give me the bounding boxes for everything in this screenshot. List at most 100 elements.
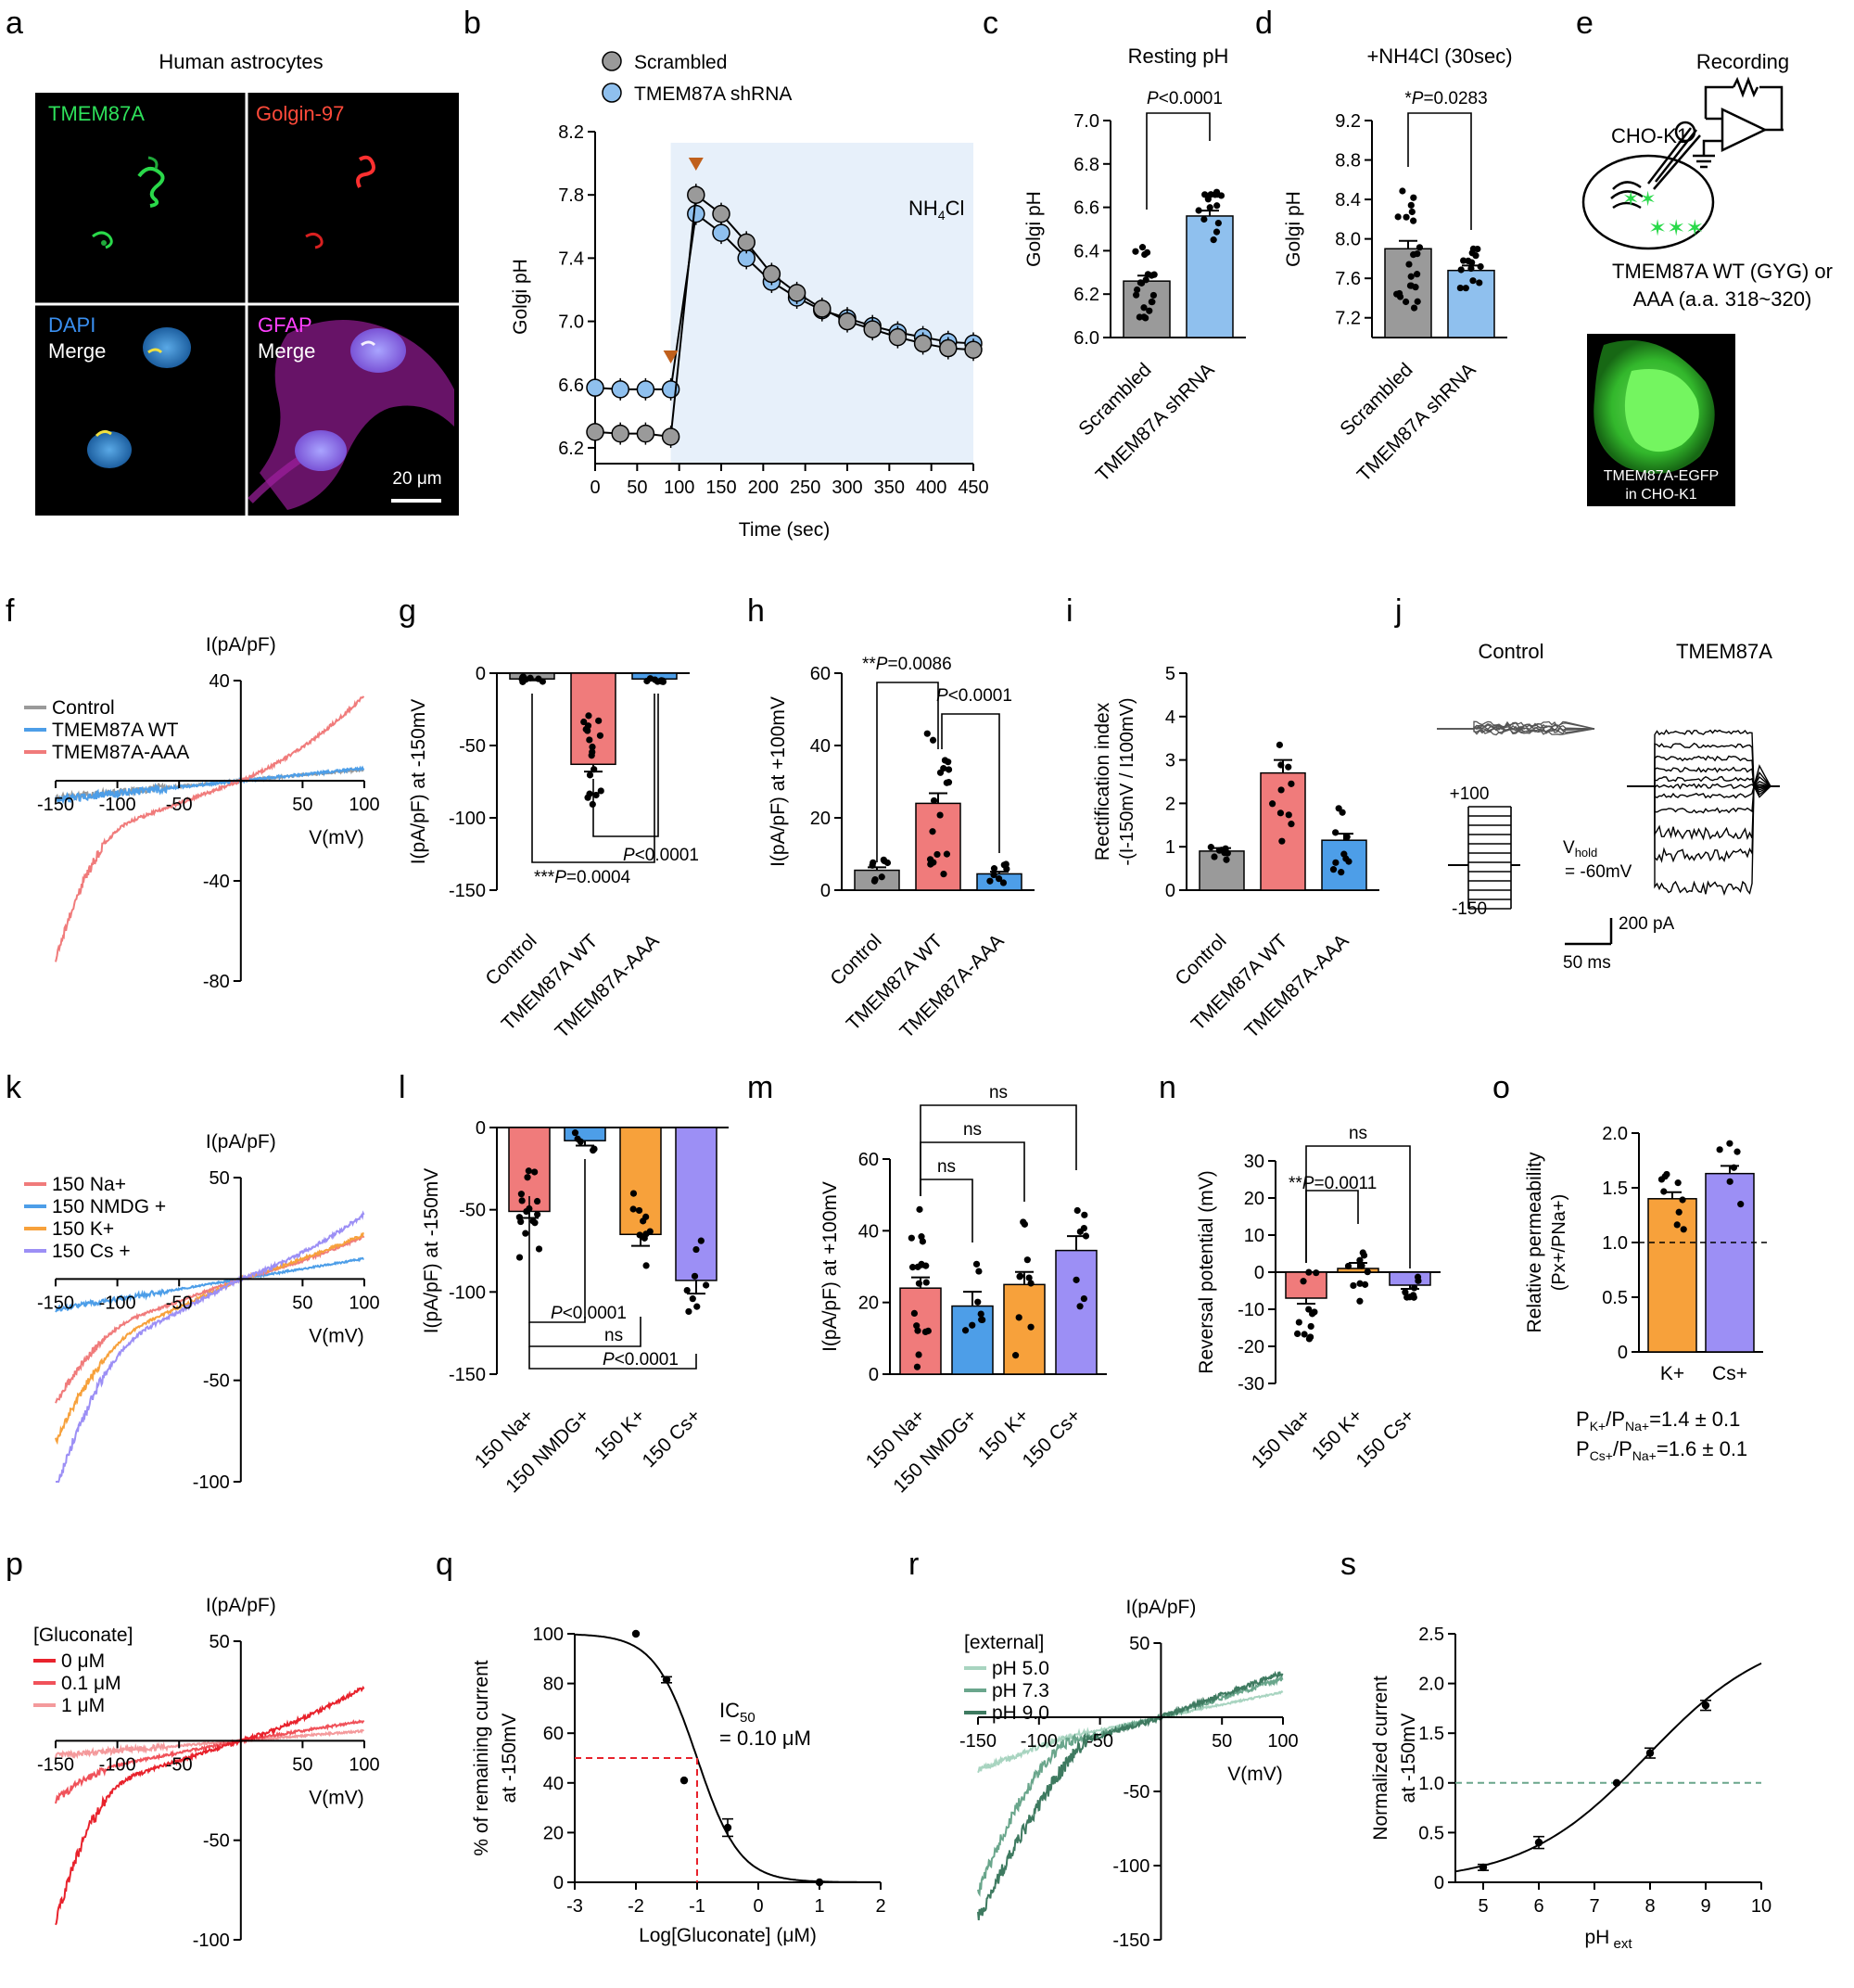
legend-marker	[602, 51, 622, 71]
y-tick-label: 0	[820, 881, 831, 901]
data-point	[519, 674, 527, 682]
channel-label: GFAP	[258, 313, 312, 337]
x-axis-label: Time (sec)	[739, 519, 830, 541]
iv-trace	[55, 1728, 364, 1760]
iv-trace	[55, 1256, 364, 1313]
y-tick-label: 7.0	[1073, 111, 1099, 132]
data-point	[1146, 307, 1153, 314]
data-point	[961, 1327, 970, 1334]
data-point	[723, 1823, 732, 1832]
data-point	[1469, 277, 1477, 285]
tmem-traces	[1627, 729, 1780, 897]
data-point	[1726, 1140, 1733, 1147]
data-point	[687, 204, 705, 223]
data-point	[1213, 228, 1221, 236]
control-trace	[1437, 727, 1595, 735]
y-tick-label: 8.0	[1335, 230, 1361, 250]
y-axis-label: I(pA/pF) at -150mV	[408, 699, 429, 865]
y-axis-label-2: -(I-150mV / I100mV)	[1117, 697, 1137, 865]
y-tick-label: -30	[1238, 1374, 1264, 1395]
data-point	[1361, 1281, 1369, 1288]
y-tick-label: 6.6	[558, 376, 584, 396]
tmem-trace	[1627, 729, 1780, 798]
channel-label: TMEM87A	[48, 102, 145, 125]
y-tick-label: 0.5	[1418, 1823, 1444, 1843]
data-point	[878, 873, 885, 881]
y-tick-label: 7.0	[558, 312, 584, 333]
data-point	[580, 718, 588, 726]
y-tick-label: 0	[1254, 1263, 1264, 1283]
y-tick-label: 7.6	[1335, 269, 1361, 289]
significance-bracket	[528, 1159, 586, 1323]
iv-trace	[56, 1210, 365, 1483]
bar	[1285, 1271, 1327, 1299]
data-point	[712, 204, 730, 223]
panel-label: b	[464, 6, 481, 41]
data-point	[1356, 1297, 1364, 1305]
y-tick-label: 1.5	[1418, 1724, 1444, 1744]
y-tick-label: 40	[858, 1221, 879, 1242]
legend-label: TMEM87A-AAA	[52, 742, 189, 763]
x-tick-label: 50	[292, 795, 312, 815]
data-point	[586, 423, 604, 441]
significance-bracket	[531, 694, 655, 863]
data-point	[933, 850, 941, 859]
y-tick-label: 0	[476, 1118, 486, 1139]
legend-label: pH 7.3	[992, 1680, 1049, 1701]
data-point	[590, 1145, 598, 1153]
panel-s: s 5 6 7 8 9 10 0 0.5 1.0 1.5 2.0 2.5 pH ext Normalized…	[1340, 1547, 1771, 1952]
golgin-micrograph	[305, 155, 375, 249]
data-point	[1350, 1281, 1357, 1290]
y-tick-label: 0	[476, 664, 486, 684]
panel-label: p	[6, 1547, 23, 1582]
legend-label: 150 Cs +	[52, 1241, 131, 1262]
data-point	[1410, 194, 1417, 201]
data-point	[922, 1262, 930, 1269]
svg-text:✶✶✶: ✶✶✶	[1648, 216, 1704, 241]
data-point	[522, 1230, 529, 1237]
bar	[1647, 1198, 1697, 1353]
data-point	[1335, 805, 1342, 812]
data-point	[531, 1219, 539, 1227]
y-tick-label: 6.2	[1073, 285, 1099, 305]
panel-p: p -150 -100 -50 50 100 50 -50 -100 I(pA/pF) V(mV) […	[6, 1547, 380, 1951]
data-point	[990, 865, 998, 873]
data-point	[943, 850, 951, 858]
x-tick-label: 100	[349, 795, 379, 815]
panel-label: r	[908, 1547, 919, 1582]
control-label: Control	[1479, 640, 1544, 663]
data-point	[1534, 1838, 1543, 1847]
x-tick-label: -100	[1021, 1731, 1058, 1752]
data-point	[1414, 271, 1421, 278]
pipette-tip	[1674, 121, 1696, 143]
tmem-trace	[1627, 783, 1780, 790]
legend-label: 1 μM	[61, 1695, 105, 1716]
data-point	[692, 1245, 700, 1254]
data-point	[1305, 1306, 1313, 1313]
data-point	[915, 1351, 922, 1358]
data-point	[1359, 1249, 1366, 1256]
tmem87a-micrograph	[92, 156, 165, 249]
data-point	[787, 284, 806, 302]
x-category-label: TMEM87A-AAA	[1240, 930, 1352, 1042]
recording-label: Recording	[1696, 50, 1789, 73]
data-point	[1276, 741, 1283, 748]
y-tick-label: -50	[203, 1831, 230, 1852]
x-tick-label: 0	[590, 478, 600, 498]
y-tick-label: 7.4	[558, 248, 584, 269]
data-point	[1210, 236, 1217, 244]
y-tick-label: 1.5	[1602, 1179, 1628, 1199]
bar	[1003, 1283, 1046, 1375]
data-point	[1027, 1280, 1035, 1287]
bar	[619, 1127, 662, 1236]
data-point	[693, 1303, 701, 1310]
x-category-label: K+	[1660, 1363, 1684, 1384]
panel-label: o	[1492, 1070, 1510, 1105]
data-point	[1660, 1188, 1668, 1195]
y-tick-label: 4	[1165, 707, 1175, 728]
y-tick-label: 10	[1244, 1226, 1264, 1246]
data-point	[1011, 1352, 1020, 1359]
data-point	[1218, 847, 1225, 854]
